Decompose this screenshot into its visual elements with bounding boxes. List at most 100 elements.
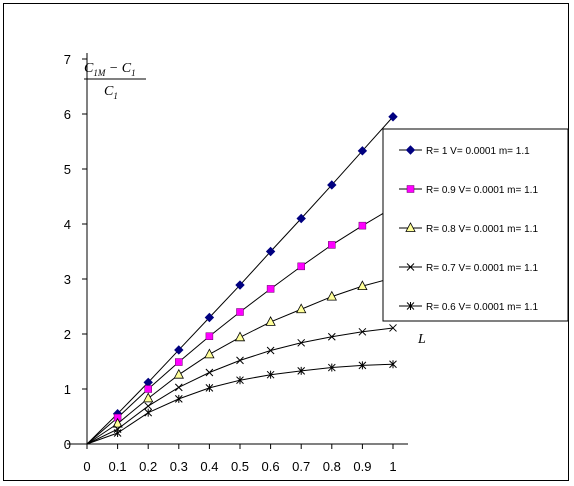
data-point — [174, 383, 183, 392]
y-tick-label: 5 — [64, 162, 71, 177]
legend-entry: R= 0.9 V= 0.0001 m= 1.1 — [399, 185, 538, 196]
x-tick-label: 0.7 — [292, 459, 310, 474]
legend-label: R= 0.6 V= 0.0001 m= 1.1 — [426, 302, 538, 313]
y-axis-label: C1M − C1 C1 — [84, 61, 146, 101]
x-tick-label: 0.5 — [231, 459, 249, 474]
y-label-numerator: C — [84, 61, 94, 76]
data-point — [205, 368, 214, 377]
y-label-denominator: C — [104, 84, 114, 99]
y-tick-label: 2 — [64, 327, 71, 342]
data-point — [236, 308, 244, 316]
series-3 — [86, 272, 399, 445]
y-label-minus-sub: 1 — [131, 68, 136, 78]
data-point — [112, 417, 123, 428]
legend-label: R= 0.9 V= 0.0001 m= 1.1 — [426, 185, 538, 196]
y-tick-label: 1 — [64, 382, 71, 397]
data-point — [358, 221, 367, 230]
data-point — [327, 180, 337, 190]
data-point — [327, 363, 336, 372]
data-point — [266, 346, 275, 355]
x-tick-label: 0.3 — [170, 459, 188, 474]
data-point — [297, 366, 306, 375]
data-point — [389, 360, 397, 369]
data-point — [296, 303, 307, 314]
legend-marker — [406, 185, 415, 193]
series-line — [86, 327, 394, 445]
x-tick-label: 1 — [389, 459, 396, 474]
series-2 — [86, 203, 397, 445]
x-tick-label: 0 — [83, 459, 90, 474]
data-point — [389, 324, 397, 332]
series-line — [86, 207, 394, 445]
x-tick-label: 0.8 — [323, 459, 341, 474]
data-point — [297, 262, 305, 271]
data-point — [265, 316, 276, 326]
x-tick-label: 0.6 — [262, 459, 280, 474]
data-point — [265, 246, 276, 257]
legend-label: R= 0.8 V= 0.0001 m= 1.1 — [426, 224, 538, 235]
data-point — [357, 280, 368, 291]
legend-entry: R= 0.7 V= 0.0001 m= 1.1 — [399, 263, 538, 274]
legend-label: R= 0.7 V= 0.0001 m= 1.1 — [426, 263, 538, 274]
y-tick-label: 0 — [64, 437, 71, 452]
y-label-numerator-sub: 1M — [93, 68, 106, 78]
data-point — [327, 332, 336, 341]
legend-marker — [406, 263, 415, 271]
y-label-minus: − C — [105, 61, 131, 76]
data-point — [144, 402, 153, 410]
x-tick-label: 0.1 — [109, 459, 127, 474]
series-5 — [86, 360, 397, 445]
data-point — [358, 327, 367, 336]
axes: 0 1 2 3 4 5 6 7 0 0.1 0.2 0.3 0.4 0.5 0.6 0.7 0.8 0.9 1 — [64, 52, 408, 474]
data-point — [205, 383, 214, 392]
data-point — [388, 112, 398, 122]
x-axis-label: L — [417, 332, 426, 347]
data-point — [173, 368, 184, 379]
data-point — [296, 213, 306, 224]
y-label-denominator-sub: 1 — [113, 91, 118, 101]
data-point — [144, 408, 153, 417]
data-point — [357, 146, 368, 156]
legend: R= 1 V= 0.0001 m= 1.1 R= 0.9 V= 0.0001 m=… — [382, 128, 569, 322]
x-tick-label: 0.4 — [200, 459, 218, 474]
data-point — [297, 338, 306, 347]
legend-marker — [406, 302, 415, 310]
data-point — [204, 312, 215, 323]
legend-entry: R= 0.8 V= 0.0001 m= 1.1 — [399, 222, 538, 235]
data-point — [358, 361, 367, 370]
legend-marker — [405, 222, 416, 232]
data-point — [266, 285, 275, 293]
data-point — [144, 385, 152, 393]
data-point — [113, 429, 122, 437]
data-point — [326, 290, 337, 301]
data-point — [204, 348, 215, 359]
svg-text:C1M − C1: C1M − C1 — [84, 61, 136, 78]
series-1 — [86, 112, 398, 445]
data-point — [143, 392, 154, 403]
svg-text:C1: C1 — [104, 84, 118, 101]
data-point — [236, 356, 244, 365]
y-tick-label: 7 — [64, 52, 71, 67]
data-point — [175, 358, 183, 366]
y-tick-label: 6 — [64, 107, 71, 122]
data-point — [235, 280, 245, 290]
data-point — [174, 394, 183, 403]
y-tick-label: 4 — [64, 217, 71, 232]
legend-marker — [405, 145, 416, 155]
y-tick-label: 3 — [64, 272, 71, 287]
series-layer — [86, 112, 399, 445]
legend-entry: R= 0.6 V= 0.0001 m= 1.1 — [399, 302, 538, 313]
data-point — [234, 331, 246, 342]
x-tick-label: 0.9 — [353, 459, 371, 474]
data-point — [266, 370, 275, 379]
series-4 — [86, 324, 397, 445]
data-point — [205, 332, 214, 340]
legend-label: R= 1 V= 0.0001 m= 1.1 — [426, 146, 530, 157]
legend-entry: R= 1 V= 0.0001 m= 1.1 — [399, 145, 530, 157]
legend-box — [382, 128, 569, 322]
data-point — [174, 345, 184, 355]
data-point — [236, 376, 244, 385]
x-tick-label: 0.2 — [139, 459, 157, 474]
data-point — [328, 241, 336, 249]
